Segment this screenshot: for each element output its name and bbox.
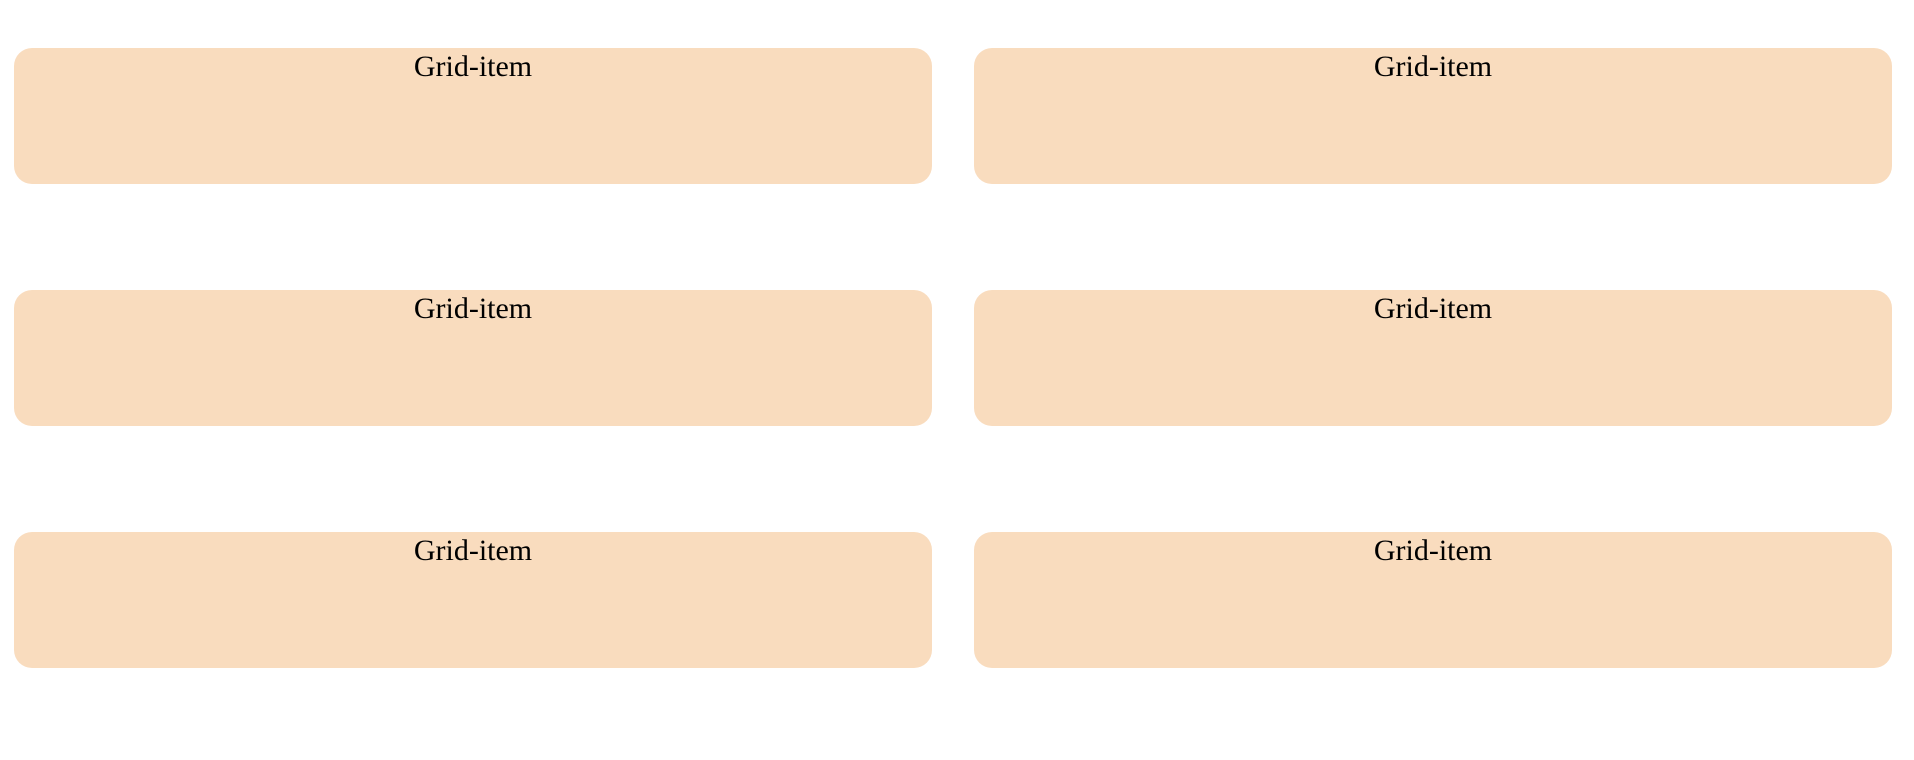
grid-item: Grid-item (974, 290, 1892, 426)
grid-item: Grid-item (14, 290, 932, 426)
grid-item-label: Grid-item (413, 50, 533, 83)
grid-item-label: Grid-item (413, 292, 533, 325)
grid-item: Grid-item (974, 48, 1892, 184)
grid-item: Grid-item (974, 532, 1892, 668)
grid-item-label: Grid-item (1373, 534, 1493, 567)
grid-item: Grid-item (14, 532, 932, 668)
grid-item-label: Grid-item (1373, 292, 1493, 325)
grid-item-label: Grid-item (413, 534, 533, 567)
grid-item: Grid-item (14, 48, 932, 184)
grid-item-label: Grid-item (1373, 50, 1493, 83)
grid-container: Grid-item Grid-item Grid-item Grid-item … (14, 48, 1892, 668)
